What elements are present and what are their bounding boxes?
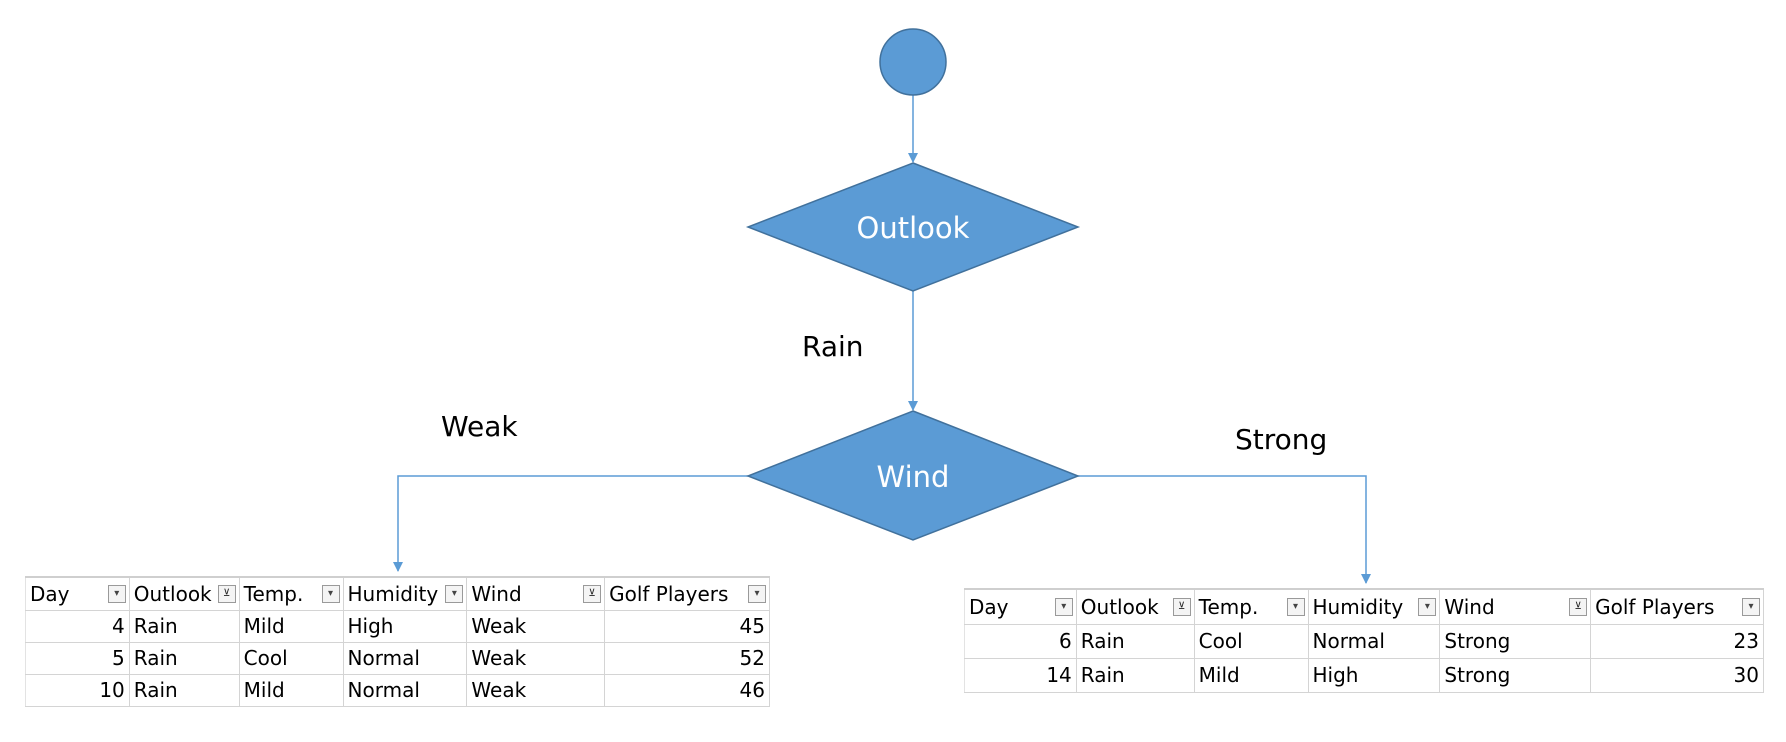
cell-day[interactable]: 4	[25, 610, 130, 643]
filter-icon[interactable]: ⊻	[217, 584, 236, 603]
cell-day[interactable]: 5	[25, 642, 130, 675]
cell-outlook[interactable]: Rain	[129, 642, 240, 675]
cell-humidity[interactable]: Normal	[1308, 624, 1441, 659]
header-day[interactable]: Day ▾	[964, 588, 1077, 625]
cell-wind[interactable]: Weak	[466, 610, 606, 643]
weak-branch-table: Day ▾ Outlook ⊻ Temp. ▾ Humidity ▾ Wind ⊻ Gol…	[25, 576, 770, 707]
cell-golf-players[interactable]: 52	[604, 642, 770, 675]
strong-branch-table: Day ▾ Outlook ⊻ Temp. ▾ Humidity ▾ Wind ⊻ Gol…	[964, 588, 1764, 693]
dropdown-icon[interactable]: ▾	[1742, 597, 1760, 616]
cell-humidity[interactable]: Normal	[343, 642, 468, 675]
cell-outlook[interactable]: Rain	[1076, 624, 1195, 659]
header-humidity[interactable]: Humidity ▾	[343, 576, 468, 611]
header-temp[interactable]: Temp. ▾	[1194, 588, 1309, 625]
cell-humidity[interactable]: High	[1308, 658, 1441, 693]
table-row: 6 Rain Cool Normal Strong 23	[964, 624, 1764, 659]
cell-temp[interactable]: Mild	[239, 610, 344, 643]
header-outlook[interactable]: Outlook ⊻	[1076, 588, 1195, 625]
cell-wind[interactable]: Weak	[466, 674, 606, 707]
header-temp[interactable]: Temp. ▾	[239, 576, 344, 611]
wind-node	[745, 410, 1081, 541]
cell-day[interactable]: 10	[25, 674, 130, 707]
cell-golf-players[interactable]: 23	[1590, 624, 1764, 659]
cell-wind[interactable]: Strong	[1439, 624, 1592, 659]
edge-wind-to-weak	[393, 475, 748, 572]
cell-humidity[interactable]: High	[343, 610, 468, 643]
outlook-node	[745, 162, 1081, 292]
cell-wind[interactable]: Strong	[1439, 658, 1592, 693]
cell-outlook[interactable]: Rain	[129, 674, 240, 707]
header-golf-players[interactable]: Golf Players ▾	[1590, 588, 1764, 625]
dropdown-icon[interactable]: ▾	[748, 584, 766, 603]
cell-temp[interactable]: Cool	[1194, 624, 1309, 659]
edge-label-weak: Weak	[441, 410, 518, 443]
dropdown-icon[interactable]: ▾	[107, 584, 126, 603]
wind-node-label: Wind	[877, 460, 950, 494]
edge-label-rain: Rain	[802, 330, 864, 363]
cell-temp[interactable]: Mild	[1194, 658, 1309, 693]
header-wind[interactable]: Wind ⊻	[1439, 588, 1592, 625]
cell-temp[interactable]: Cool	[239, 642, 344, 675]
header-golf-players[interactable]: Golf Players ▾	[604, 576, 770, 611]
table-row: 14 Rain Mild High Strong 30	[964, 658, 1764, 693]
filter-icon[interactable]: ⊻	[583, 584, 602, 603]
cell-temp[interactable]: Mild	[239, 674, 344, 707]
table-row: 4 Rain Mild High Weak 45	[25, 610, 770, 643]
header-wind[interactable]: Wind ⊻	[466, 576, 606, 611]
cell-golf-players[interactable]: 46	[604, 674, 770, 707]
root-node	[879, 28, 947, 96]
table-row: 5 Rain Cool Normal Weak 52	[25, 642, 770, 675]
cell-humidity[interactable]: Normal	[343, 674, 468, 707]
cell-golf-players[interactable]: 30	[1590, 658, 1764, 693]
header-humidity[interactable]: Humidity ▾	[1308, 588, 1441, 625]
cell-day[interactable]: 6	[964, 624, 1077, 659]
dropdown-icon[interactable]: ▾	[1054, 597, 1073, 616]
dropdown-icon[interactable]: ▾	[1286, 597, 1305, 616]
edge-wind-to-strong	[1078, 475, 1371, 584]
cell-outlook[interactable]: Rain	[1076, 658, 1195, 693]
cell-golf-players[interactable]: 45	[604, 610, 770, 643]
header-day[interactable]: Day ▾	[25, 576, 130, 611]
cell-wind[interactable]: Weak	[466, 642, 606, 675]
outlook-node-label: Outlook	[857, 211, 970, 245]
filter-icon[interactable]: ⊻	[1172, 597, 1191, 616]
edge-label-strong: Strong	[1235, 423, 1328, 456]
dropdown-icon[interactable]: ▾	[1418, 597, 1437, 616]
dropdown-icon[interactable]: ▾	[445, 584, 464, 603]
filter-icon[interactable]: ⊻	[1569, 597, 1588, 616]
table-row: 10 Rain Mild Normal Weak 46	[25, 674, 770, 707]
dropdown-icon[interactable]: ▾	[321, 584, 340, 603]
cell-day[interactable]: 14	[964, 658, 1077, 693]
cell-outlook[interactable]: Rain	[129, 610, 240, 643]
header-outlook[interactable]: Outlook ⊻	[129, 576, 240, 611]
